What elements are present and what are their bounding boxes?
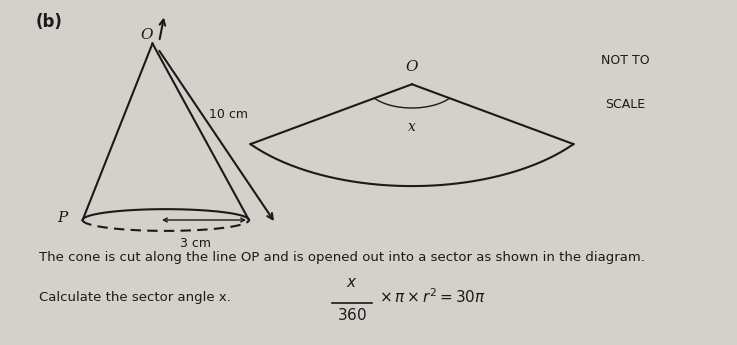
Text: 10 cm: 10 cm xyxy=(209,108,248,121)
Text: Calculate the sector angle x.: Calculate the sector angle x. xyxy=(39,291,231,304)
Text: The cone is cut along the line OP and is opened out into a sector as shown in th: The cone is cut along the line OP and is… xyxy=(39,250,646,264)
Text: SCALE: SCALE xyxy=(605,98,645,111)
Text: x: x xyxy=(408,120,416,134)
Text: 3 cm: 3 cm xyxy=(181,237,212,250)
Text: O: O xyxy=(405,60,418,74)
Text: $\times\,\pi\times r^{2} = 30\pi$: $\times\,\pi\times r^{2} = 30\pi$ xyxy=(379,287,486,306)
Text: $360$: $360$ xyxy=(337,307,367,323)
Text: (b): (b) xyxy=(36,13,63,31)
Text: $x$: $x$ xyxy=(346,275,358,289)
Text: NOT TO: NOT TO xyxy=(601,54,649,67)
Text: O: O xyxy=(141,28,153,42)
Text: P: P xyxy=(57,211,68,225)
